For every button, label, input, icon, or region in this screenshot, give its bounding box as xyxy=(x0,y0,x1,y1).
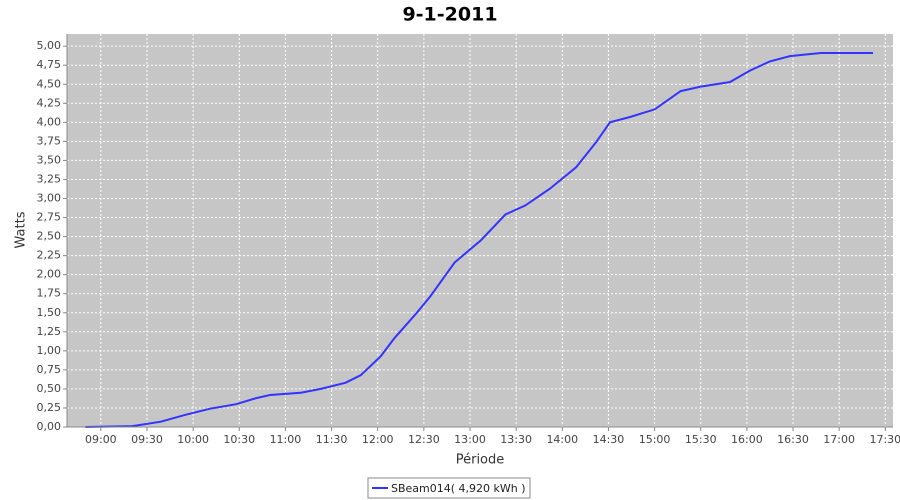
x-tick-label: 16:00 xyxy=(731,433,763,446)
x-tick-label: 09:00 xyxy=(85,433,117,446)
y-tick-label: 4,50 xyxy=(37,77,62,90)
y-tick-label: 1,50 xyxy=(37,306,62,319)
x-tick-label: 17:30 xyxy=(869,433,900,446)
x-tick-label: 11:30 xyxy=(316,433,348,446)
x-tick-label: 17:00 xyxy=(823,433,855,446)
x-tick-label: 12:30 xyxy=(408,433,440,446)
y-axis-label: Watts xyxy=(14,211,29,248)
y-tick-label: 1,25 xyxy=(37,325,62,338)
x-tick-label: 10:30 xyxy=(223,433,255,446)
plot-area xyxy=(67,34,893,427)
x-tick-label: 11:00 xyxy=(270,433,302,446)
y-tick-label: 3,25 xyxy=(37,172,62,185)
y-tick-label: 4,75 xyxy=(37,58,62,71)
y-tick-label: 1,00 xyxy=(37,344,62,357)
y-tick-label: 3,75 xyxy=(37,134,62,147)
y-tick-label: 4,25 xyxy=(37,96,62,109)
y-tick-label: 2,00 xyxy=(37,268,62,281)
y-tick-label: 4,00 xyxy=(37,115,62,128)
x-tick-label: 13:00 xyxy=(454,433,486,446)
legend-box xyxy=(367,477,531,499)
y-tick-label: 3,50 xyxy=(37,153,62,166)
chart-title: 9-1-2011 xyxy=(402,4,497,26)
x-axis-label: Période xyxy=(456,453,505,468)
plot xyxy=(85,52,873,428)
y-tick-label: 5,00 xyxy=(37,39,62,52)
y-tick-label: 2,75 xyxy=(37,211,62,224)
x-tick-label: 14:00 xyxy=(546,433,578,446)
y-tick-label: 3,00 xyxy=(37,192,62,205)
x-tick-label: 15:00 xyxy=(639,433,671,446)
x-tick-label: 14:30 xyxy=(593,433,625,446)
x-tick-label: 09:30 xyxy=(131,433,163,446)
y-tick-label: 0,75 xyxy=(37,363,62,376)
y-tick-label: 1,75 xyxy=(37,287,62,300)
x-tick-label: 13:30 xyxy=(500,433,532,446)
y-tick-label: 2,25 xyxy=(37,249,62,262)
x-tick-label: 10:00 xyxy=(177,433,209,446)
y-tick-label: 0,50 xyxy=(37,382,62,395)
grid xyxy=(67,34,893,428)
x-tick-label: 15:30 xyxy=(685,433,717,446)
x-tick-label: 16:30 xyxy=(777,433,809,446)
series-line xyxy=(85,52,873,428)
y-tick-label: 0,25 xyxy=(37,401,62,414)
y-tick-label: 2,50 xyxy=(37,230,62,243)
y-tick-label: 0,00 xyxy=(37,420,62,433)
legend-label: SBeam014( 4,920 kWh ) xyxy=(391,482,526,495)
x-tick-label: 12:00 xyxy=(362,433,394,446)
